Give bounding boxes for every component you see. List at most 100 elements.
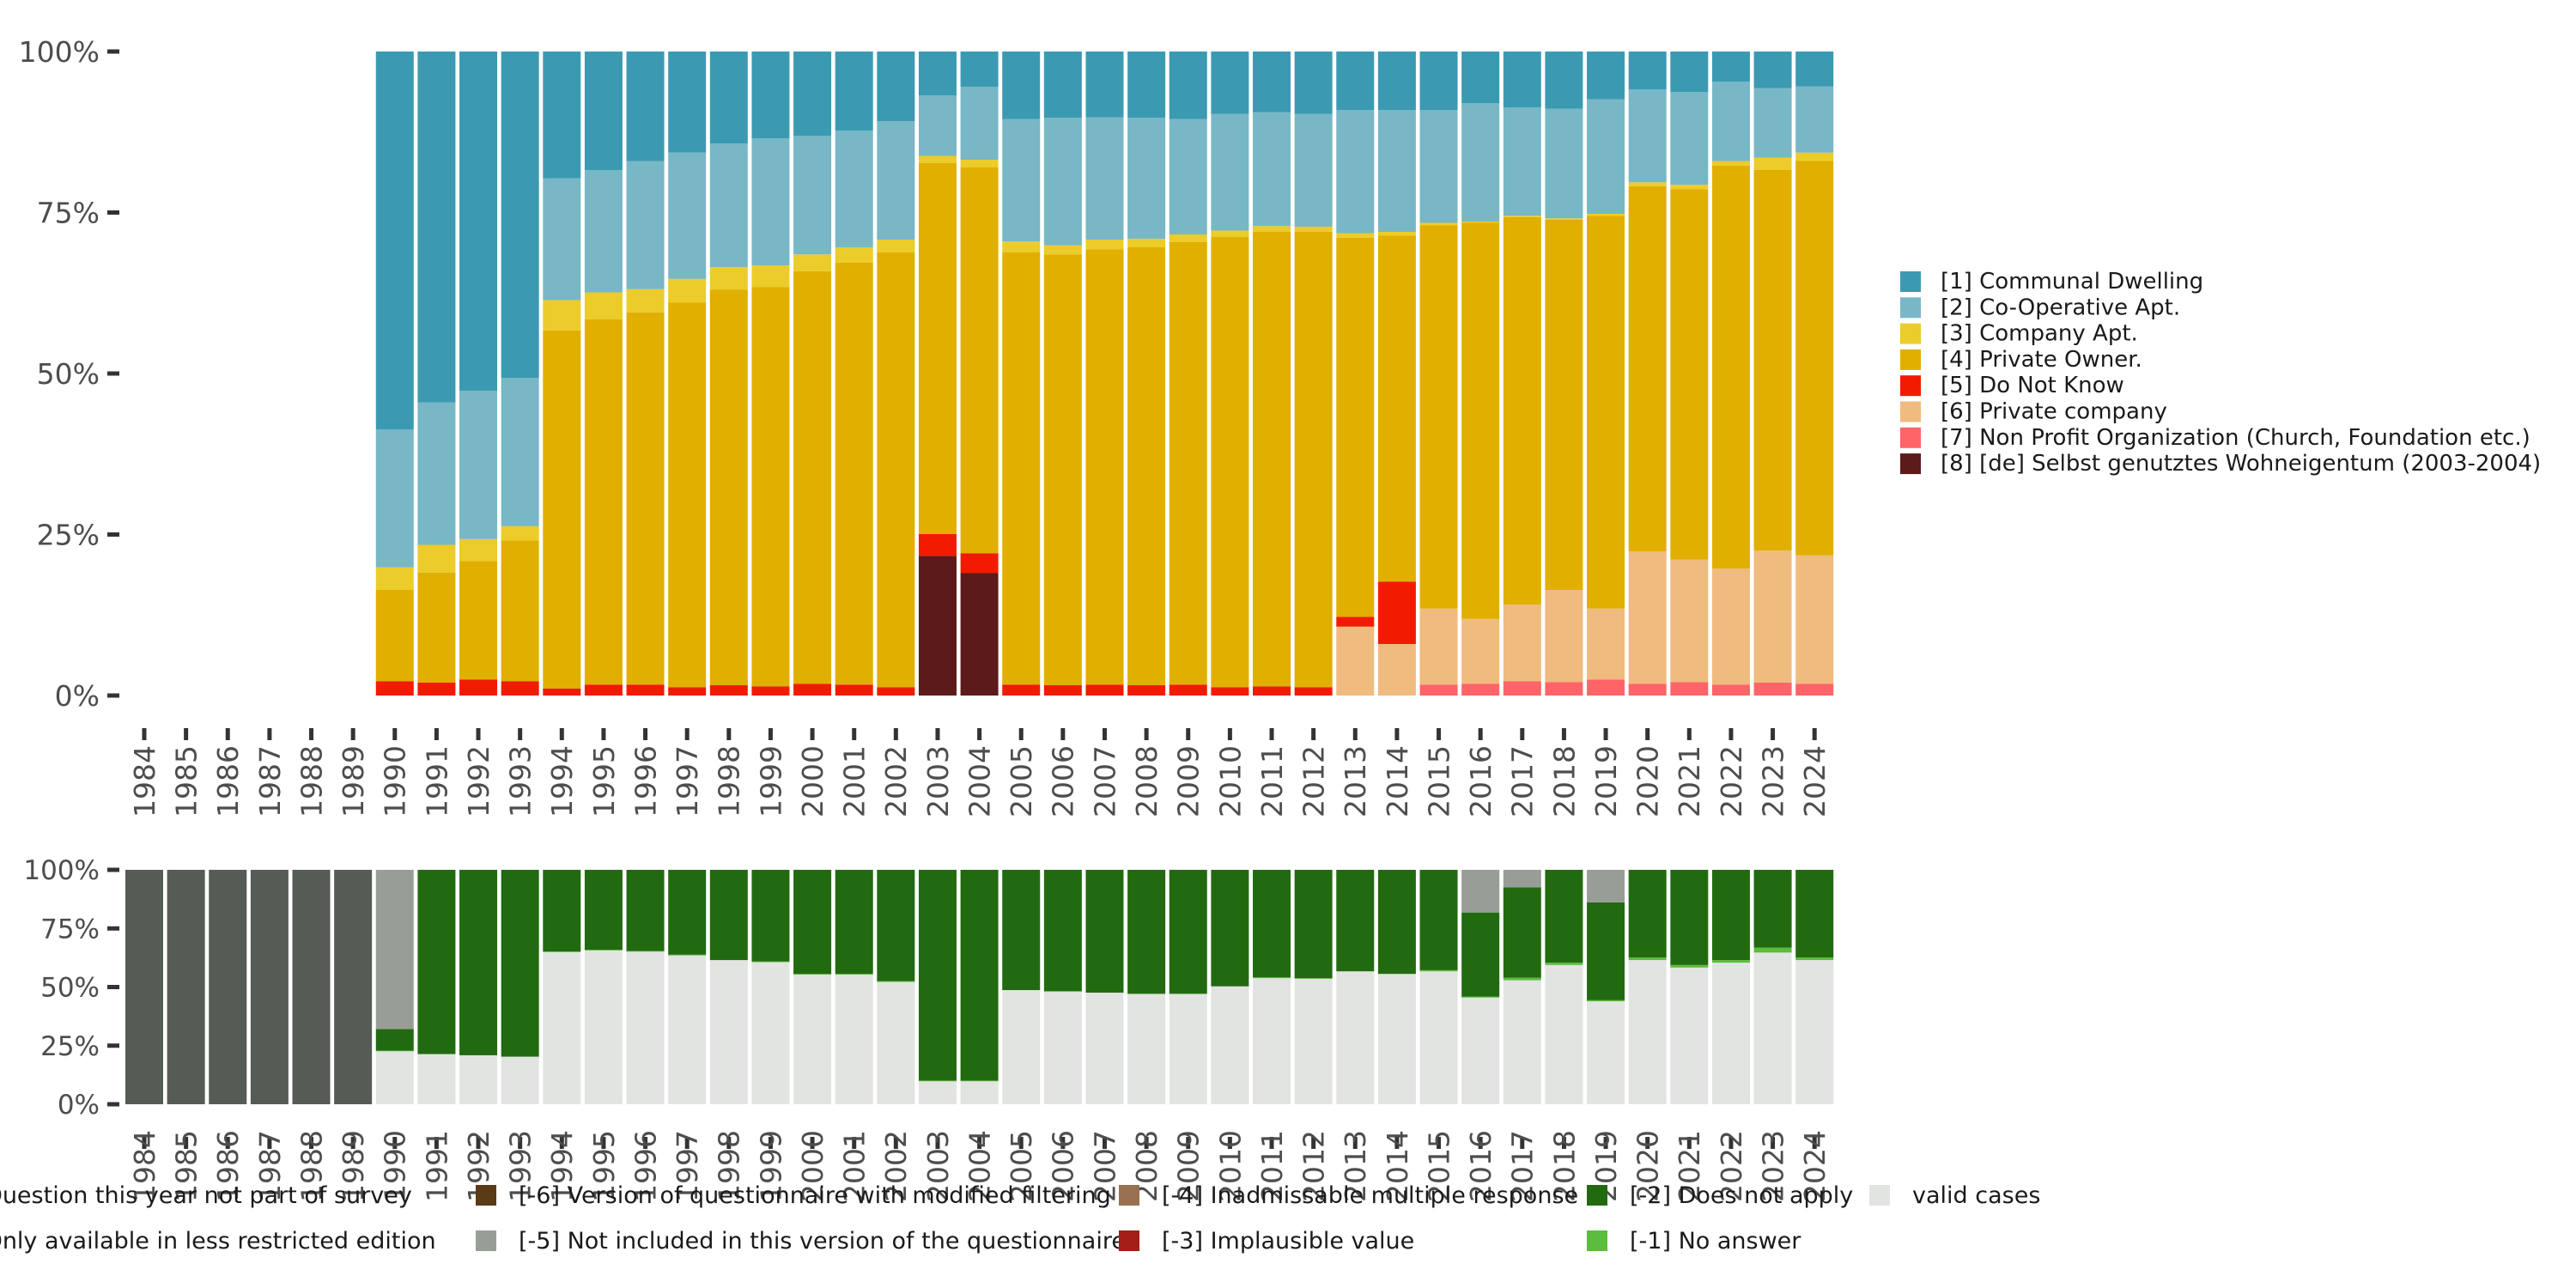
x-tick-label: 2005: [1005, 1130, 1038, 1202]
bar-segment-2022-1-no-answer: [1711, 960, 1750, 963]
bar-segment-1992-5-do-not-know: [459, 679, 498, 696]
bar-segment-2019-4-private-owner: [1587, 216, 1625, 609]
bar-segment-2012-4-private-owner: [1294, 232, 1333, 688]
bar-segment-2014-2-does-not-apply: [1377, 870, 1416, 975]
x-tick-label: 1988: [295, 745, 328, 817]
bar-segment-2006-2-does-not-apply: [1043, 870, 1082, 992]
bar-segment-1990-1-no-answer: [375, 1050, 414, 1052]
bar-segment-2012-5-do-not-know: [1294, 687, 1333, 696]
bar-segment-2001-2-co-operative-apt: [835, 131, 873, 247]
bar-segment-2003-2-does-not-apply: [918, 870, 957, 1081]
x-tick-label: 2023: [1756, 745, 1789, 817]
bar-segment-2001-1-no-answer: [835, 974, 873, 975]
x-tick-label: 2020: [1631, 745, 1665, 817]
bar-segment-1985-8-question-this-year-not-part-of-survey: [167, 870, 205, 1104]
bar-segment-1991-4-private-owner: [417, 572, 456, 683]
bar-segment-1993-4-private-owner: [501, 540, 539, 682]
bar-segment-2004-8-de-selbst-genutztes-wohneigentum-2003-2004: [960, 573, 999, 696]
bar-segment-1999-1-no-answer: [751, 961, 790, 963]
x-tick-label: 2022: [1715, 1130, 1748, 1202]
x-tick-label: 2010: [1213, 1130, 1247, 1202]
x-tick-label: 2004: [963, 745, 996, 817]
bar-segment-2013-4-private-owner: [1336, 237, 1375, 617]
bar-segment-2023-2-co-operative-apt: [1753, 88, 1792, 158]
bar-segment-2002-2-does-not-apply: [877, 870, 915, 981]
bar-segment-1993-2-co-operative-apt: [501, 378, 539, 526]
y-tick-label: 75%: [37, 196, 100, 229]
x-tick-label: 1992: [462, 745, 495, 817]
bar-segment-2007-valid-cases: [1085, 993, 1124, 1104]
bar-segment-2001-4-private-owner: [835, 263, 873, 685]
legend-key-5-not-included-in-this-version-of-the-questionnaire: [476, 1230, 496, 1251]
bar-segment-1996-1-communal-dwelling: [626, 52, 665, 161]
bar-segment-1984-8-question-this-year-not-part-of-survey: [125, 870, 163, 1104]
bar-segment-2001-1-communal-dwelling: [835, 52, 873, 131]
bar-segment-2017-valid-cases: [1503, 980, 1541, 1104]
bar-segment-2010-2-does-not-apply: [1211, 870, 1249, 987]
legend-label: [-7] Only available in less restricted e…: [0, 1228, 436, 1255]
legend-label: [6] Private company: [1941, 399, 2167, 425]
y-tick-label: 25%: [37, 518, 100, 551]
legend-key-2-does-not-apply: [1587, 1185, 1607, 1206]
bar-segment-1996-5-do-not-know: [626, 684, 665, 696]
legend-key-8-de-selbst-genutztes-wohneigentum-2003-2004: [1900, 453, 1921, 475]
bar-segment-1992-2-does-not-apply: [459, 870, 498, 1055]
bar-segment-1995-3-company-apt: [584, 292, 623, 319]
bar-segment-2015-2-co-operative-apt: [1419, 110, 1458, 223]
bar-segment-2015-4-private-owner: [1419, 225, 1458, 609]
bar-segment-2015-7-non-profit-organization-church-foundation-etc: [1419, 684, 1458, 696]
bar-segment-2001-valid-cases: [835, 975, 873, 1104]
bar-segment-2012-3-company-apt: [1294, 227, 1333, 232]
bar-segment-2002-4-private-owner: [877, 252, 915, 688]
bar-segment-1989-8-question-this-year-not-part-of-survey: [334, 870, 373, 1104]
bar-segment-2003-8-de-selbst-genutztes-wohneigentum-2003-2004: [918, 556, 957, 696]
bar-segment-1997-4-private-owner: [668, 302, 707, 688]
bar-segment-1996-valid-cases: [626, 951, 665, 1104]
legend-label: [-5] Not included in this version of the…: [519, 1228, 1126, 1255]
bar-segment-1993-2-does-not-apply: [501, 870, 539, 1057]
x-tick-label: 2001: [838, 1130, 872, 1202]
legend-key-valid-cases: [1869, 1185, 1890, 1206]
bar-segment-2017-1-communal-dwelling: [1503, 52, 1541, 108]
bar-segment-2007-4-private-owner: [1085, 249, 1124, 685]
legend-label: [8] [de] Selbst genutztes Wohneigentum (…: [1941, 451, 2541, 477]
y-tick-label: 0%: [55, 679, 100, 713]
bar-segment-2000-3-company-apt: [793, 254, 832, 271]
bar-segment-2021-7-non-profit-organization-church-foundation-etc: [1670, 682, 1709, 696]
x-tick-label: 2012: [1297, 1130, 1331, 1202]
bar-segment-1991-2-co-operative-apt: [417, 402, 456, 545]
x-tick-label: 2000: [796, 745, 829, 817]
legend-label: [2] Co-Operative Apt.: [1941, 295, 2180, 320]
bar-segment-2021-valid-cases: [1670, 967, 1709, 1104]
bar-segment-2011-1-communal-dwelling: [1253, 52, 1291, 112]
bar-segment-2024-7-non-profit-organization-church-foundation-etc: [1795, 683, 1834, 696]
legend-key-6-version-of-questionnaire-with-modified-filtering: [476, 1185, 496, 1206]
bar-segment-2005-2-does-not-apply: [1002, 870, 1041, 991]
bar-segment-1995-2-co-operative-apt: [584, 170, 623, 293]
bar-segment-2002-2-co-operative-apt: [877, 121, 915, 240]
bar-segment-2013-1-communal-dwelling: [1336, 52, 1375, 111]
bar-segment-1994-3-company-apt: [543, 300, 581, 331]
x-tick-label: 2002: [879, 745, 913, 817]
x-tick-label: 1994: [545, 1130, 579, 1202]
bar-segment-1991-5-do-not-know: [417, 683, 456, 696]
bar-segment-2002-3-company-apt: [877, 240, 915, 252]
bar-segment-1998-1-communal-dwelling: [709, 52, 748, 144]
bar-segment-2006-1-no-answer: [1043, 991, 1082, 992]
bar-segment-2019-7-non-profit-organization-church-foundation-etc: [1587, 679, 1625, 696]
bar-segment-1990-2-co-operative-apt: [375, 429, 414, 568]
bar-segment-2003-4-private-owner: [918, 162, 957, 534]
x-tick-label: 1986: [211, 1130, 245, 1202]
bar-segment-2005-3-company-apt: [1002, 241, 1041, 252]
bar-segment-1993-1-communal-dwelling: [501, 52, 539, 379]
legend-label: [7] Non Profit Organization (Church, Fou…: [1941, 425, 2530, 451]
bar-segment-2012-1-communal-dwelling: [1294, 52, 1333, 114]
bar-segment-2019-2-co-operative-apt: [1587, 99, 1625, 214]
bar-segment-1990-valid-cases: [375, 1051, 414, 1104]
bar-segment-1996-3-company-apt: [626, 289, 665, 313]
bar-segment-2005-5-do-not-know: [1002, 684, 1041, 696]
bar-segment-1996-2-does-not-apply: [626, 870, 665, 951]
bar-segment-2024-3-company-apt: [1795, 152, 1834, 161]
bar-segment-2020-1-communal-dwelling: [1628, 52, 1667, 90]
